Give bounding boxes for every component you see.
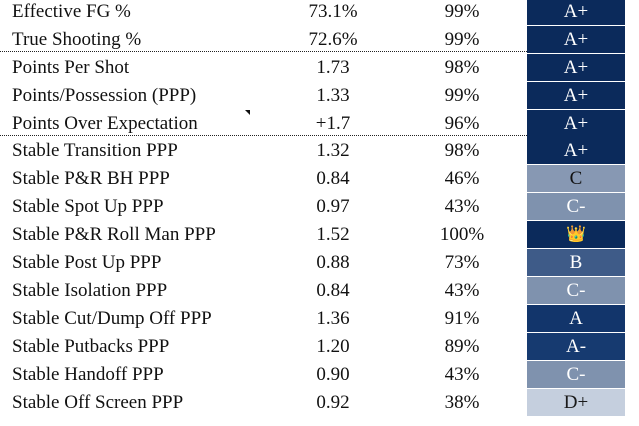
percentile: 43%: [444, 280, 480, 301]
stat-label: Stable Isolation PPP: [12, 280, 168, 301]
table-row: Points Over Expectation +1.7 96% A+: [0, 110, 639, 138]
grade: A+: [527, 0, 625, 25]
stat-label: Stable P&R Roll Man PPP: [12, 224, 216, 245]
grade: A+: [527, 110, 625, 137]
percentile: 99%: [444, 29, 480, 50]
table-row: Stable Putbacks PPP 1.20 89% A-: [0, 333, 639, 361]
stat-value: 0.90: [316, 364, 350, 385]
grade: A+: [527, 82, 625, 109]
table-row: Stable Spot Up PPP 0.97 43% C-: [0, 193, 639, 221]
stat-value: +1.7: [315, 113, 351, 134]
stat-label: Points Over Expectation: [12, 113, 198, 134]
table-row: Effective FG % 73.1% 99% A+: [0, 0, 639, 26]
stat-label: Stable Post Up PPP: [12, 252, 162, 273]
grade: A-: [527, 333, 625, 360]
stat-label: Stable Transition PPP: [12, 140, 178, 161]
percentile: 43%: [444, 196, 480, 217]
grade: C: [527, 165, 625, 192]
grade: A+: [527, 26, 625, 53]
table-row: Stable Off Screen PPP 0.92 38% D+: [0, 389, 639, 417]
stat-label: Effective FG %: [12, 1, 131, 22]
stat-label: Stable Cut/Dump Off PPP: [12, 308, 212, 329]
grade: C-: [527, 277, 625, 304]
table-row: Stable Isolation PPP 0.84 43% C-: [0, 277, 639, 305]
percentile: 43%: [444, 364, 480, 385]
percentile: 99%: [444, 1, 480, 22]
section-divider: [0, 135, 527, 136]
stat-label: Points/Possession (PPP): [12, 85, 197, 106]
grade: C-: [527, 193, 625, 220]
table-row: Stable Post Up PPP 0.88 73% B: [0, 249, 639, 277]
grade: A+: [527, 54, 625, 81]
percentile: 73%: [444, 252, 480, 273]
percentile: 96%: [444, 113, 480, 134]
stat-value: 73.1%: [308, 1, 358, 22]
stat-value: 0.84: [316, 280, 350, 301]
stat-value: 1.73: [316, 57, 350, 78]
percentile: 100%: [439, 224, 485, 245]
table-row: Stable P&R BH PPP 0.84 46% C: [0, 165, 639, 193]
grade: 👑: [527, 221, 625, 248]
stat-label: True Shooting %: [12, 29, 142, 50]
stat-value: 0.88: [316, 252, 350, 273]
table-row: Stable Transition PPP 1.32 98% A+: [0, 137, 639, 165]
grade: A+: [527, 137, 625, 164]
stat-value: 1.36: [316, 308, 350, 329]
stat-value: 72.6%: [308, 29, 358, 50]
grade: C-: [527, 361, 625, 388]
table-row: True Shooting % 72.6% 99% A+: [0, 26, 639, 54]
grade: B: [527, 249, 625, 276]
note-marker: [245, 110, 250, 115]
percentile: 98%: [444, 140, 480, 161]
grade: D+: [527, 389, 625, 416]
percentile: 98%: [444, 57, 480, 78]
stat-value: 1.20: [316, 336, 350, 357]
table-row: Stable Handoff PPP 0.90 43% C-: [0, 361, 639, 389]
stat-value: 1.32: [316, 140, 350, 161]
percentile: 46%: [444, 168, 480, 189]
stat-value: 1.33: [316, 85, 350, 106]
stat-label: Stable P&R BH PPP: [12, 168, 170, 189]
table-row: Points Per Shot 1.73 98% A+: [0, 54, 639, 82]
stat-value: 0.84: [316, 168, 350, 189]
grade: A: [527, 305, 625, 332]
table-row: Stable Cut/Dump Off PPP 1.36 91% A: [0, 305, 639, 333]
stat-value: 1.52: [316, 224, 350, 245]
stat-label: Stable Handoff PPP: [12, 364, 164, 385]
stat-value: 0.92: [316, 392, 350, 413]
stat-label: Stable Off Screen PPP: [12, 392, 184, 413]
percentile: 91%: [444, 308, 480, 329]
table-row: Stable P&R Roll Man PPP 1.52 100% 👑: [0, 221, 639, 249]
percentile: 38%: [444, 392, 480, 413]
stat-label: Stable Putbacks PPP: [12, 336, 170, 357]
percentile: 99%: [444, 85, 480, 106]
table-row: Points/Possession (PPP) 1.33 99% A+: [0, 82, 639, 110]
section-divider: [0, 51, 527, 52]
stat-value: 0.97: [316, 196, 350, 217]
stat-label: Stable Spot Up PPP: [12, 196, 164, 217]
percentile: 89%: [444, 336, 480, 357]
stat-label: Points Per Shot: [12, 57, 130, 78]
